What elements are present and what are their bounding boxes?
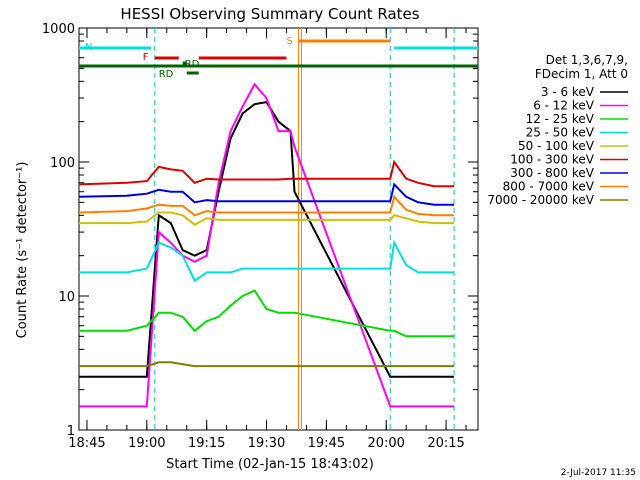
legend-label-2: 12 - 25 keV <box>526 112 595 126</box>
series-line-5 <box>78 159 455 188</box>
x-tick-label: 19:45 <box>308 436 345 451</box>
x-tick-label: 19:15 <box>188 436 225 451</box>
chart-title: HESSI Observing Summary Count Rates <box>120 5 419 23</box>
legend-header: Det 1,3,6,7,9, FDecim 1, Att 0 <box>535 53 628 81</box>
series-line-4 <box>79 211 455 226</box>
x-tick-label: 18:45 <box>68 436 105 451</box>
x-tick-label: 19:30 <box>248 436 285 451</box>
legend-header-line-2: FDecim 1, Att 0 <box>535 67 628 81</box>
footer-date: 2-Jul-2017 11:35 <box>561 468 636 478</box>
legend-header-line-1: Det 1,3,6,7,9, <box>546 53 628 67</box>
y-tick-label: 1 <box>67 424 75 439</box>
legend-label-7: 800 - 7000 keV <box>503 180 595 194</box>
x-tick-label: 20:00 <box>367 436 404 451</box>
legend-label-5: 100 - 300 keV <box>510 153 594 167</box>
series-line-2 <box>79 289 455 338</box>
legend-label-1: 6 - 12 keV <box>533 99 595 113</box>
x-tick-label: 20:15 <box>427 436 464 451</box>
y-tick-label: 10 <box>58 290 75 305</box>
legend-label-8: 7000 - 20000 keV <box>487 193 594 207</box>
flag-label: N <box>85 42 92 53</box>
flag-label: RD <box>159 69 174 80</box>
series-line-8 <box>79 361 455 368</box>
x-axis-label: Start Time (02-Jan-15 18:43:02) <box>166 457 374 472</box>
y-axis-label: Count Rate (s⁻¹ detector⁻¹) <box>15 162 30 339</box>
flag-label: S <box>286 36 292 47</box>
series-line-3 <box>79 239 455 283</box>
legend-label-3: 25 - 50 keV <box>526 126 595 140</box>
series-line-0 <box>79 100 455 378</box>
y-tick-label: 1000 <box>42 22 75 37</box>
flag-label: F <box>143 52 149 63</box>
series-line-7 <box>78 194 455 217</box>
legend-label-4: 50 - 100 keV <box>518 139 595 153</box>
series-line-6 <box>78 182 455 206</box>
legend-label-0: 3 - 6 keV <box>541 85 595 99</box>
x-tick-label: 19:00 <box>128 436 165 451</box>
legend-label-6: 300 - 800 keV <box>510 166 594 180</box>
y-tick-label: 100 <box>50 156 75 171</box>
plot-area: 1 10 100 1000 18:45 19:00 19:15 19:30 19:45 20:00… <box>42 22 479 451</box>
series-line-1 <box>79 82 455 408</box>
plot-frame <box>78 27 479 431</box>
